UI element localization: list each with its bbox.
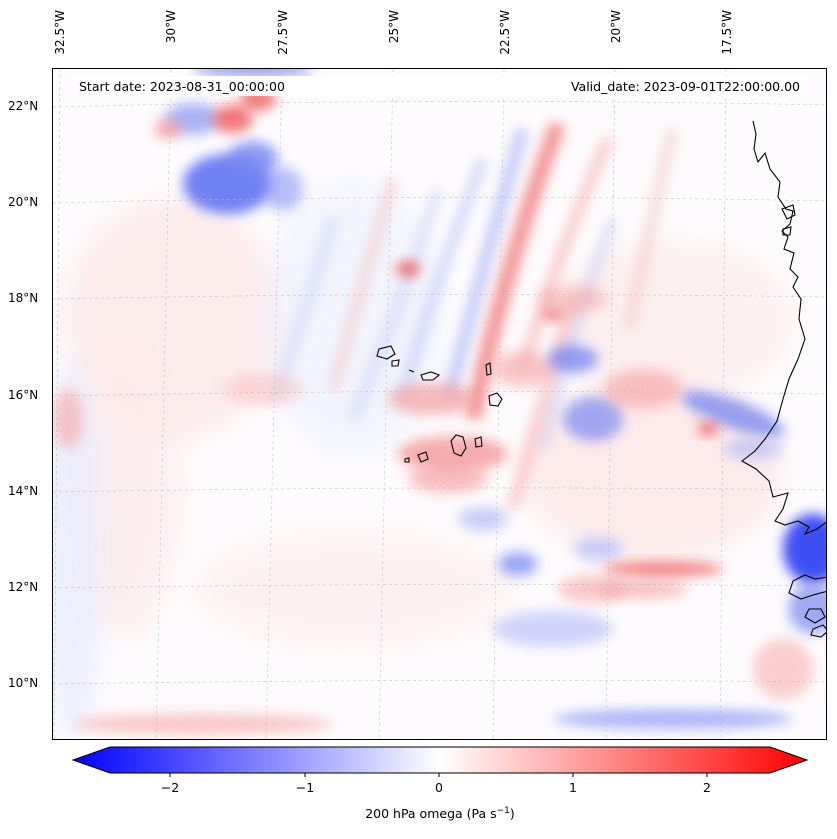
coastline [741, 120, 826, 638]
lon-label-17-5w: 17.5°W [720, 10, 734, 55]
omega-field-plot [53, 69, 826, 739]
lat-label-12n: 12°N [8, 580, 39, 594]
colorbar [71, 746, 809, 777]
lat-label-10n: 10°N [8, 676, 39, 690]
omega-field-layer [53, 69, 826, 739]
lat-label-16n: 16°N [8, 388, 39, 402]
colorbar-label-main: 200 hPa omega (Pa s [365, 806, 497, 822]
lon-label-22-5w: 22.5°W [498, 10, 512, 55]
lon-label-20w: 20°W [609, 10, 623, 44]
colorbar-gradient [71, 746, 809, 774]
lat-label-22n: 22°N [8, 99, 39, 113]
colorbar-tick-2: 2 [703, 780, 711, 795]
start-date-label: Start date: 2023-08-31_00:00:00 [79, 79, 285, 94]
lat-label-20n: 20°N [8, 195, 39, 209]
cape-verde-islands [376, 345, 503, 463]
colorbar-label-unit-exponent: −1 [496, 806, 510, 816]
colorbar-label: 200 hPa omega (Pa s−1) [0, 806, 837, 821]
valid-date-label: Valid_date: 2023-09-01T22:00:00.00 [570, 79, 800, 94]
colorbar-tick-minus-2: −2 [160, 780, 180, 795]
lon-label-32-5w: 32.5°W [53, 10, 67, 55]
lon-label-30w: 30°W [164, 10, 178, 44]
lon-label-25w: 25°W [387, 10, 401, 44]
lat-label-18n: 18°N [8, 291, 39, 305]
colorbar-tick-0: 0 [435, 780, 443, 795]
omega-map-panel [52, 68, 827, 740]
colorbar-tick-minus-1: −1 [295, 780, 315, 795]
colorbar-tick-1: 1 [569, 780, 577, 795]
date-info-strip [72, 76, 808, 96]
colorbar-label-end: ) [509, 806, 515, 822]
lat-label-14n: 14°N [8, 484, 39, 498]
lon-label-27-5w: 27.5°W [276, 10, 290, 55]
